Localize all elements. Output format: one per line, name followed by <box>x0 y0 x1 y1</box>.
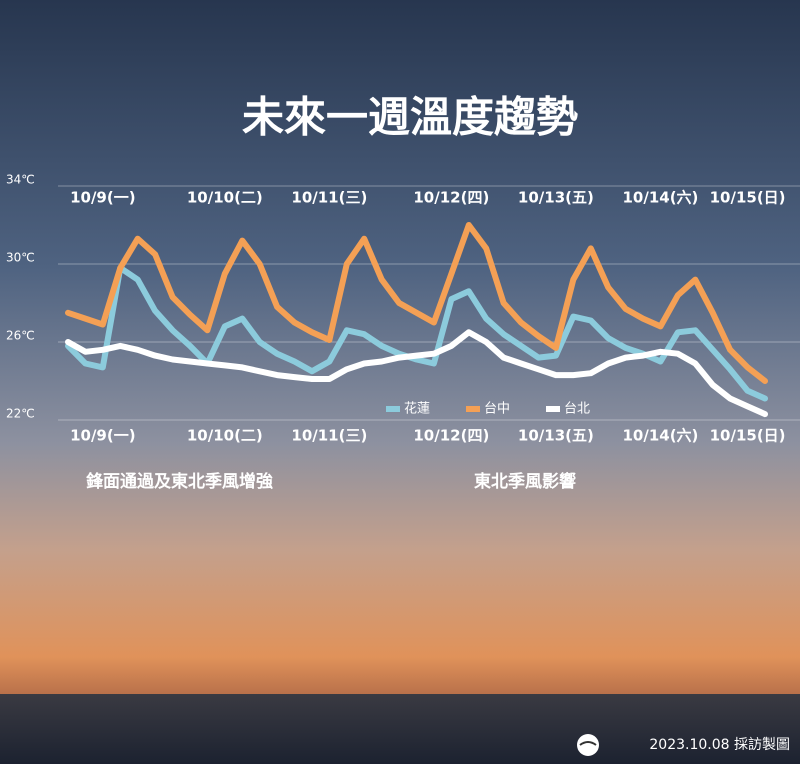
legend-swatch <box>546 406 560 412</box>
x-tick-label: 10/13(五) <box>518 427 594 445</box>
chart-title: 未來一週溫度趨勢 <box>242 93 578 142</box>
sea <box>0 694 800 764</box>
x-tick-label-top: 10/9(一) <box>70 189 136 207</box>
x-tick-label: 10/11(三) <box>291 427 367 445</box>
x-tick-label: 10/9(一) <box>70 427 136 445</box>
y-tick-label: 30℃ <box>6 251 35 265</box>
y-tick-label: 34℃ <box>6 173 35 187</box>
series-line <box>65 222 768 384</box>
x-tick-label-top: 10/15(日) <box>710 189 786 207</box>
logo <box>577 734 599 756</box>
series-line <box>65 329 768 418</box>
x-tick-label: 10/14(六) <box>622 427 698 445</box>
x-tick-label: 10/12(四) <box>413 427 489 445</box>
legend-swatch <box>386 406 400 412</box>
annotation: 東北季風影響 <box>474 471 576 492</box>
y-tick-label: 22℃ <box>6 407 35 421</box>
y-tick-label: 26℃ <box>6 329 35 343</box>
legend-label: 台中 <box>484 402 510 417</box>
footer: 2023.10.08 採訪製圖 <box>649 737 790 753</box>
x-tick-label-top: 10/14(六) <box>622 189 698 207</box>
x-tick-label-top: 10/13(五) <box>518 189 594 207</box>
annotation: 鋒面通過及東北季風增強 <box>85 471 273 492</box>
x-tick-label-top: 10/12(四) <box>413 189 489 207</box>
x-tick-label-top: 10/11(三) <box>291 189 367 207</box>
legend-label: 台北 <box>564 402 590 417</box>
legend-swatch <box>466 406 480 412</box>
legend-label: 花蓮 <box>404 401 430 417</box>
x-tick-label-top: 10/10(二) <box>187 189 263 207</box>
x-tick-label: 10/15(日) <box>710 427 786 445</box>
x-tick-label: 10/10(二) <box>187 427 263 445</box>
